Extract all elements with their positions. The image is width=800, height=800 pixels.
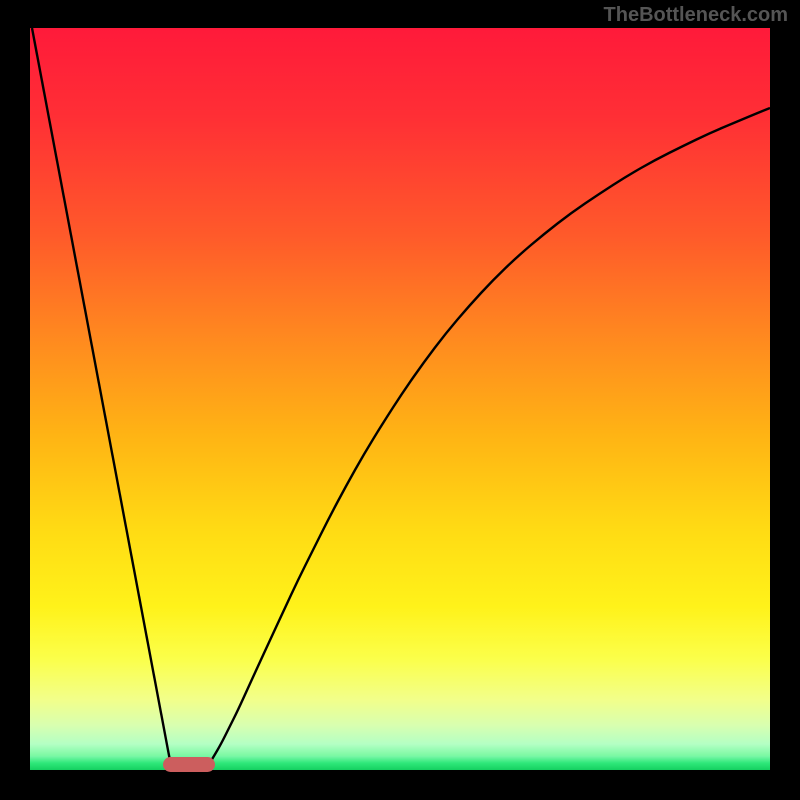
watermark-text: TheBottleneck.com <box>604 4 788 27</box>
chart-frame: TheBottleneck.com <box>0 0 800 800</box>
plot-area <box>30 28 770 770</box>
green-strip <box>30 756 770 770</box>
minimum-marker <box>163 757 215 772</box>
